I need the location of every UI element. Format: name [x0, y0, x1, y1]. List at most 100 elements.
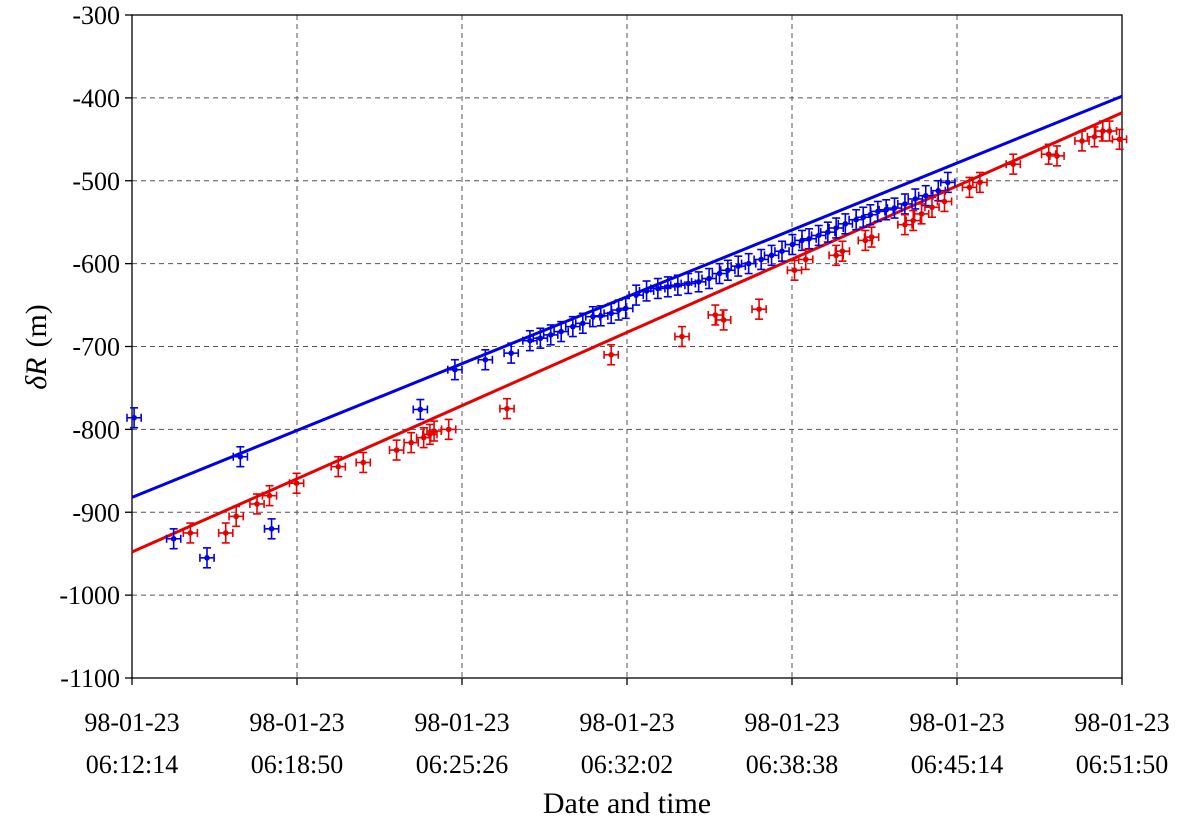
data-points — [126, 120, 1128, 569]
data-point — [659, 276, 676, 298]
fit-line-1 — [131, 94, 1123, 499]
point-marker — [891, 205, 898, 211]
point-marker — [745, 260, 752, 267]
data-point — [751, 298, 767, 320]
data-point — [261, 484, 278, 507]
data-point — [936, 190, 953, 213]
point-marker — [779, 248, 785, 254]
point-marker — [222, 530, 229, 536]
point-marker — [622, 305, 629, 312]
point-marker — [868, 234, 875, 240]
data-point — [690, 271, 707, 293]
point-marker — [922, 192, 929, 199]
point-marker — [643, 288, 650, 294]
point-marker — [941, 198, 948, 205]
point-marker — [420, 434, 427, 441]
x-tick-label-time: 06:38:38 — [746, 750, 838, 779]
data-point — [1074, 130, 1090, 152]
point-marker — [802, 256, 809, 263]
data-point — [228, 505, 245, 528]
point-marker — [1116, 136, 1123, 143]
point-marker — [504, 405, 510, 412]
point-marker — [725, 267, 731, 274]
data-point — [330, 455, 347, 478]
data-point — [917, 184, 934, 207]
x-tick-label-time: 06:45:14 — [911, 750, 1003, 779]
data-point — [564, 315, 581, 338]
point-marker — [187, 530, 194, 536]
data-point — [388, 439, 405, 461]
y-tick-label: -1000 — [59, 581, 120, 610]
point-marker — [695, 279, 702, 285]
point-marker — [431, 428, 437, 434]
point-marker — [966, 184, 973, 191]
data-point — [542, 324, 559, 346]
x-tick-label-date: 98-01-23 — [414, 708, 509, 737]
gridlines — [132, 14, 1123, 678]
x-tick-label-date: 98-01-23 — [249, 708, 344, 737]
point-marker — [675, 282, 681, 288]
point-marker — [862, 237, 869, 244]
data-point — [897, 193, 913, 215]
point-marker — [720, 317, 727, 323]
data-point — [763, 244, 780, 267]
data-point — [617, 297, 634, 320]
point-marker — [768, 252, 775, 259]
data-point — [532, 327, 549, 349]
data-point — [819, 221, 836, 243]
data-point — [447, 358, 463, 381]
point-marker — [791, 267, 798, 274]
data-point — [753, 248, 770, 271]
data-point — [828, 217, 845, 239]
point-marker — [910, 217, 917, 224]
data-point — [1005, 153, 1022, 175]
data-point — [440, 418, 457, 441]
data-point — [719, 259, 736, 282]
point-marker — [131, 414, 137, 421]
data-point — [711, 262, 728, 285]
data-point — [701, 267, 717, 290]
point-marker — [1091, 134, 1098, 140]
data-point — [897, 213, 913, 236]
point-marker — [268, 526, 275, 532]
point-marker — [360, 459, 367, 466]
point-marker — [918, 211, 925, 217]
data-point — [786, 259, 803, 282]
point-marker — [789, 241, 796, 248]
point-marker — [929, 204, 935, 211]
point-marker — [170, 535, 177, 542]
point-marker — [547, 332, 554, 338]
x-tick-label-time: 06:51:50 — [1076, 750, 1168, 779]
y-tick-label: -800 — [72, 415, 120, 444]
data-point — [403, 431, 420, 454]
x-tick-label-date: 98-01-23 — [84, 708, 179, 737]
point-marker — [393, 447, 400, 453]
data-point — [669, 274, 686, 296]
y-tick-label: -700 — [72, 333, 120, 362]
point-marker — [452, 366, 458, 373]
data-point — [801, 228, 817, 250]
point-marker — [570, 323, 576, 330]
data-point — [797, 248, 814, 271]
data-point — [730, 255, 747, 277]
data-point — [1111, 128, 1128, 151]
point-marker — [706, 275, 712, 282]
x-tick-label-date: 98-01-23 — [744, 708, 839, 737]
point-marker — [558, 328, 564, 335]
point-marker — [508, 350, 514, 356]
y-axis-title-unit: (m) — [20, 304, 53, 347]
point-marker — [293, 480, 300, 487]
data-point — [592, 305, 609, 327]
point-marker — [408, 439, 414, 446]
point-marker — [482, 356, 489, 363]
data-point — [784, 233, 801, 256]
data-point — [740, 252, 757, 275]
point-marker — [597, 313, 604, 319]
data-point — [249, 493, 265, 515]
point-marker — [758, 256, 764, 263]
point-marker — [580, 320, 586, 327]
data-point — [477, 349, 494, 371]
x-tick-label-time: 06:12:14 — [86, 750, 178, 779]
